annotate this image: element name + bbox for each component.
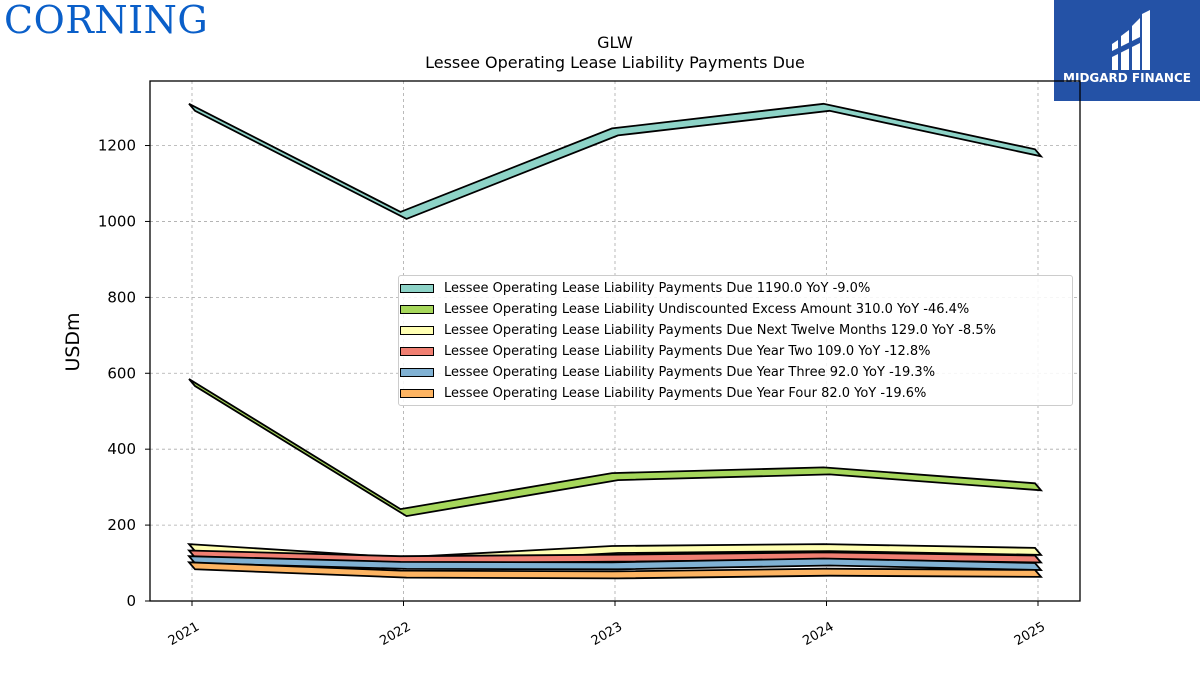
legend-swatch (400, 346, 434, 356)
legend-swatch (400, 304, 434, 314)
x-tick-label: 2021 (166, 619, 202, 649)
midgard-logo-text: MIDGARD FINANCE (1063, 71, 1191, 85)
legend-label: Lessee Operating Lease Liability Payment… (444, 322, 996, 338)
y-axis-label: USDm (62, 312, 84, 371)
legend-item: Lessee Operating Lease Liability Undisco… (400, 299, 969, 319)
legend-item: Lessee Operating Lease Liability Payment… (400, 278, 870, 298)
legend-item: Lessee Operating Lease Liability Payment… (400, 320, 996, 340)
midgard-finance-logo: MIDGARD FINANCE (1054, 0, 1200, 101)
corning-logo: CORNING (4, 0, 209, 42)
legend-swatch (400, 367, 434, 377)
x-tick-label: 2024 (800, 619, 836, 649)
chart-subtitle: Lessee Operating Lease Liability Payment… (425, 53, 805, 72)
series-layer (186, 102, 1044, 580)
chart-legend: Lessee Operating Lease Liability Payment… (398, 275, 1073, 406)
y-tick-label: 400 (107, 440, 136, 458)
midgard-logo-icon (1110, 10, 1150, 70)
legend-swatch (400, 388, 434, 398)
x-tick-label: 2025 (1012, 619, 1048, 649)
y-tick-label: 600 (107, 364, 136, 382)
chart-title: GLW (597, 33, 633, 52)
legend-item: Lessee Operating Lease Liability Payment… (400, 362, 935, 382)
series-band (186, 555, 1043, 571)
legend-swatch (400, 283, 434, 293)
legend-label: Lessee Operating Lease Liability Payment… (444, 343, 931, 359)
x-tick-label: 2022 (377, 619, 413, 649)
legend-item: Lessee Operating Lease Liability Payment… (400, 341, 930, 361)
legend-label: Lessee Operating Lease Liability Payment… (444, 385, 927, 401)
y-tick-label: 1200 (98, 137, 136, 155)
legend-label: Lessee Operating Lease Liability Payment… (444, 364, 936, 380)
series-band (186, 561, 1043, 580)
legend-item: Lessee Operating Lease Liability Payment… (400, 383, 926, 403)
y-tick-label: 200 (107, 516, 136, 534)
legend-swatch (400, 325, 434, 335)
series-band (188, 102, 1044, 220)
y-tick-label: 0 (126, 592, 136, 610)
x-tick-label: 2023 (589, 619, 625, 649)
y-tick-label: 1000 (98, 212, 136, 230)
y-tick-label: 800 (107, 288, 136, 306)
legend-label: Lessee Operating Lease Liability Payment… (444, 280, 871, 296)
series-band (188, 378, 1044, 518)
legend-label: Lessee Operating Lease Liability Undisco… (444, 301, 970, 317)
